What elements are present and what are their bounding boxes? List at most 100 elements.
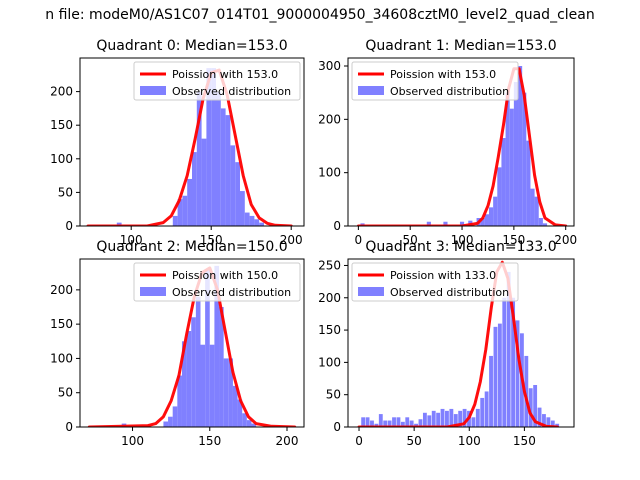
histogram-bar	[515, 320, 520, 427]
histogram-bar	[392, 417, 396, 427]
subplot-grid: 100 150 200 0 50 100 150 200 Quadrant 0: Median=…	[50, 38, 577, 448]
histogram-bar	[259, 222, 264, 226]
histogram-bar	[480, 218, 485, 226]
x-tick-label: 50	[407, 434, 422, 448]
histogram-bar	[493, 196, 498, 226]
y-tick-label: 250	[318, 258, 341, 272]
y-tick-label: 150	[50, 317, 73, 331]
histogram-bar	[361, 417, 366, 427]
histogram-bar	[462, 408, 467, 427]
y-tick-label: 0	[333, 420, 341, 434]
histogram-bar	[191, 317, 196, 427]
histogram-bar	[196, 91, 202, 226]
x-tick-label: 0	[355, 434, 363, 448]
histogram-bar	[497, 323, 502, 427]
y-tick-label: 100	[318, 166, 341, 180]
legend-box	[351, 61, 519, 101]
subplot-quadrant-3: 0 50 100 150 0 50 100 150 200 250 Quadrant 3: Medi…	[318, 239, 575, 448]
histogram-bar	[488, 207, 494, 226]
histogram-bar	[177, 199, 183, 226]
histogram-bar	[211, 68, 216, 226]
histogram-bar	[409, 420, 414, 427]
histogram-bar	[501, 138, 506, 226]
y-tick-label: 100	[50, 351, 73, 365]
y-tick-label: 100	[50, 152, 73, 166]
histogram-bar	[168, 416, 173, 427]
x-tick-label: 100	[121, 434, 144, 448]
histogram-bar	[426, 221, 431, 226]
histogram-bar	[214, 265, 220, 427]
subplot-title: Quadrant 3: Median=133.0	[365, 239, 556, 255]
histogram-bar	[205, 269, 210, 427]
histogram-bar	[449, 408, 454, 427]
y-tick-label: 50	[326, 388, 341, 402]
legend-observed-swatch	[358, 86, 384, 95]
histogram-bar	[232, 385, 238, 427]
histogram-bar	[246, 420, 252, 427]
subplot-quadrant-1: 0 50 100 150 200 0 100 200 300 Quadrant 1: Median…	[318, 38, 577, 247]
histogram-bar	[414, 423, 419, 427]
axes-frame	[347, 258, 575, 428]
histogram-bar	[383, 420, 388, 427]
y-tick-label: 0	[65, 420, 73, 434]
y-tick-label: 200	[318, 291, 341, 305]
y-tick-label: 100	[318, 355, 341, 369]
legend-box	[133, 61, 301, 101]
subplot-title: Quadrant 0: Median=153.0	[96, 38, 287, 54]
x-tick-label: 0	[355, 233, 363, 247]
histogram-bar	[201, 138, 207, 226]
legend-box	[133, 262, 301, 302]
legend-observed-label: Observed distribution	[390, 286, 509, 299]
x-tick-label: 150	[513, 434, 536, 448]
histogram-bar	[237, 399, 243, 427]
legend-box	[351, 262, 519, 302]
histogram-bar	[370, 420, 374, 427]
x-tick-label: 200	[554, 233, 577, 247]
histogram-bar	[538, 218, 543, 226]
histogram-bar	[163, 421, 169, 427]
histogram-bar	[546, 417, 551, 427]
histogram-bar	[195, 296, 201, 427]
histogram-bar	[497, 167, 502, 226]
histogram-bar	[534, 196, 539, 226]
histogram-bar	[542, 414, 546, 427]
histogram-bar	[187, 178, 192, 226]
histogram-bar	[220, 108, 226, 226]
axes-frame	[79, 258, 305, 428]
histogram-bar	[443, 221, 448, 226]
axes-frame	[79, 57, 305, 227]
histogram-bar	[206, 68, 212, 226]
histogram-bar	[542, 223, 548, 226]
histogram-bar	[445, 410, 449, 427]
legend-observed-swatch	[140, 86, 166, 95]
histogram-bar	[555, 423, 560, 427]
histogram-bar	[223, 358, 229, 427]
histogram-bar	[225, 115, 231, 226]
histogram-bar	[244, 212, 250, 226]
x-tick-label: 200	[276, 434, 299, 448]
histogram-bar	[209, 344, 215, 427]
histogram-bar	[230, 145, 236, 226]
histogram-bar	[489, 355, 493, 427]
histogram-bar	[484, 391, 489, 427]
histogram-bar	[235, 162, 240, 226]
legend: Poission with 133.0 Observed distribution	[351, 262, 519, 302]
histogram-bar	[181, 341, 187, 427]
x-tick-label: 100	[120, 233, 143, 247]
x-tick-label: 150	[502, 233, 525, 247]
y-tick-label: 150	[318, 323, 341, 337]
histogram-bar	[526, 140, 531, 226]
y-tick-label: 0	[65, 219, 73, 233]
legend-poisson-label: Poission with 133.0	[390, 269, 496, 282]
legend: Poission with 153.0 Observed distribution	[351, 61, 519, 101]
histogram-bar	[186, 331, 192, 427]
histogram-bar	[506, 271, 511, 427]
histogram-bar	[493, 326, 498, 427]
x-tick-label: 50	[403, 233, 418, 247]
histogram-bar	[365, 417, 370, 427]
histogram-bar	[471, 417, 476, 427]
histogram-bar	[436, 412, 441, 427]
histogram-bar	[431, 410, 436, 427]
histogram-bar	[530, 188, 535, 226]
histogram-bar	[458, 410, 463, 427]
